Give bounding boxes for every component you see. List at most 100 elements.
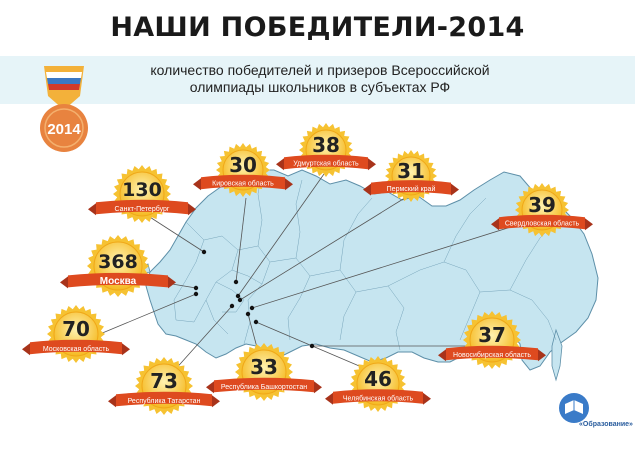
ribbon-tail-right	[285, 178, 293, 191]
region-name: Свердловская область	[505, 220, 580, 228]
region-name: Республика Татарстан	[128, 397, 201, 405]
badge-ribbon	[333, 389, 423, 404]
badge-ribbon	[446, 345, 538, 361]
subtitle: количество победителей и призеров Всерос…	[110, 62, 530, 96]
region-value: 37	[478, 323, 506, 347]
region-badge: 368 Москва	[60, 235, 176, 297]
medal-year: 2014	[47, 121, 81, 138]
region-value: 46	[364, 367, 392, 391]
leader-lines	[75, 173, 515, 383]
region-badges: 130 Санкт-Петербург 30 Кировская область 38 У…	[22, 123, 593, 415]
region-value: 39	[528, 193, 556, 217]
ribbon-tail-right	[423, 392, 431, 405]
region-value: 130	[122, 179, 162, 201]
region-badge: 70 Московская область	[22, 305, 130, 363]
region-value: 33	[250, 355, 278, 379]
subtitle-line-1: количество победителей и призеров Всерос…	[150, 62, 490, 78]
region-dot	[309, 343, 315, 349]
region-dot	[201, 249, 207, 255]
region-dots	[193, 249, 315, 349]
region-name: Москва	[100, 276, 137, 287]
ribbon-tail-left	[193, 178, 201, 191]
ribbon-tail-right	[538, 349, 546, 362]
year-medal: 2014	[40, 66, 88, 152]
region-dot	[249, 305, 255, 311]
region-badge: 30 Кировская область	[193, 143, 293, 197]
leader-line	[141, 211, 205, 253]
ribbon-tail-left	[22, 343, 30, 356]
badge-ribbon	[116, 391, 212, 407]
region-value: 73	[150, 369, 178, 393]
region-dot	[233, 279, 239, 285]
region-value: 70	[62, 317, 90, 341]
region-value: 368	[98, 251, 138, 273]
ribbon-tail-right	[585, 218, 593, 231]
badge-ribbon	[214, 377, 314, 393]
region-name: Удмуртская область	[293, 160, 359, 168]
region-name: Санкт-Петербург	[115, 205, 170, 213]
ribbon-tail-left	[206, 381, 214, 394]
medal-outer	[40, 104, 88, 152]
region-badge: 46 Челябинская область	[325, 356, 431, 412]
region-dot	[235, 293, 241, 299]
badge-ribbon	[96, 199, 188, 215]
ribbon-tail-left	[491, 218, 499, 231]
leader-line	[237, 173, 325, 297]
badge-ribbon	[371, 180, 451, 195]
ribbon-tail-left	[88, 203, 96, 216]
ribbon-tail-right	[212, 395, 220, 408]
map-region-borders	[173, 171, 557, 351]
region-dot	[237, 297, 243, 303]
ribbon-tail-right	[122, 343, 130, 356]
ribbon-tail-left	[363, 183, 371, 196]
region-badge: 37 Новосибирская область	[438, 311, 546, 369]
region-dot	[253, 319, 259, 325]
region-name: Новосибирская область	[453, 351, 531, 359]
leader-line	[235, 197, 247, 283]
region-dot	[229, 303, 235, 309]
ribbon-tail-right	[168, 276, 176, 289]
ribbon-tail-right	[188, 203, 196, 216]
region-badge: 33 Республика Башкортостан	[206, 343, 322, 401]
medal-inner-ring	[44, 108, 84, 148]
region-name: Пермский край	[387, 185, 436, 193]
logo-name: «Образование»	[579, 420, 633, 428]
region-name: Республика Башкортостан	[221, 383, 307, 391]
ribbon-tail-left	[60, 276, 68, 289]
badge-ribbon	[30, 339, 122, 355]
subtitle-band	[0, 56, 635, 104]
ribbon-tail-right	[368, 158, 376, 171]
region-dot	[193, 291, 199, 297]
region-dot	[193, 285, 199, 291]
medal-ribbon-stripe-red	[48, 84, 80, 90]
badge-ribbon	[284, 154, 368, 170]
ribbon-tail-left	[108, 395, 116, 408]
badge-ribbon	[201, 174, 285, 190]
region-name: Кировская область	[212, 180, 274, 188]
map-sakhalin	[551, 328, 563, 382]
ribbon-tail-left	[276, 158, 284, 171]
region-value: 38	[312, 133, 340, 157]
medal-ribbon-stripe-white	[46, 72, 82, 78]
region-badge: 38 Удмуртская область	[276, 123, 376, 177]
region-dot	[245, 311, 251, 317]
region-badge: 39 Свердловская область	[491, 183, 593, 237]
region-badge: 130 Санкт-Петербург	[88, 165, 196, 223]
region-value: 31	[397, 159, 425, 183]
page-title: НАШИ ПОБЕДИТЕЛИ-2014	[110, 12, 525, 43]
region-badge: 73 Республика Татарстан	[108, 357, 220, 415]
region-name: Московская область	[43, 345, 110, 353]
ribbon-tail-left	[325, 392, 333, 405]
ribbon-tail-right	[314, 381, 322, 394]
subtitle-line-2: олимпиады школьников в субъектах РФ	[189, 79, 451, 95]
region-badge: 31 Пермский край	[363, 150, 459, 202]
obrazovanie-logo: «Образование»	[559, 393, 633, 428]
leader-line	[255, 321, 379, 375]
region-name: Челябинская область	[343, 394, 414, 402]
badge-ribbon	[68, 272, 168, 288]
leader-line	[251, 225, 515, 309]
ribbon-tail-right	[451, 183, 459, 196]
ribbon-tail-left	[438, 349, 446, 362]
badge-ribbon	[499, 214, 585, 230]
